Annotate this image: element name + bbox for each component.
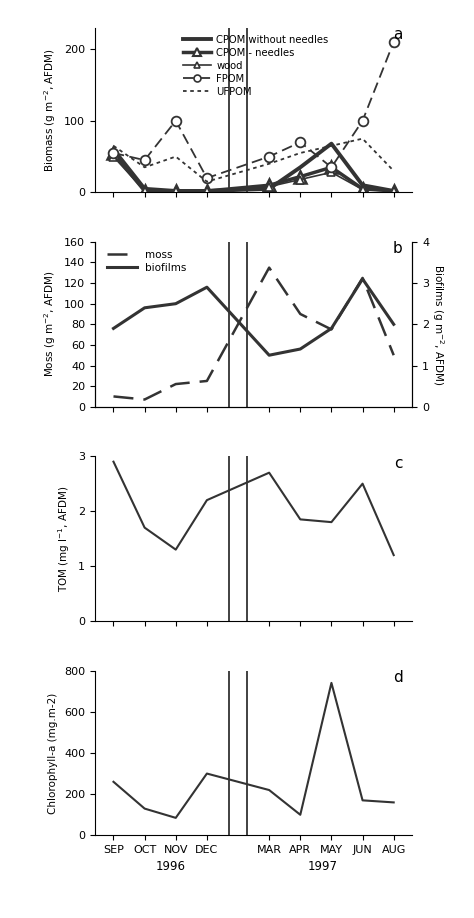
Y-axis label: TOM (mg l$^{-1}$, AFDM): TOM (mg l$^{-1}$, AFDM): [56, 486, 73, 592]
Y-axis label: Biomass (g m$^{-2}$, AFDM): Biomass (g m$^{-2}$, AFDM): [43, 48, 58, 172]
Text: b: b: [393, 241, 403, 256]
Text: a: a: [393, 27, 403, 42]
Text: c: c: [394, 455, 403, 471]
Text: 1996: 1996: [155, 860, 186, 873]
Y-axis label: Moss (g m$^{-2}$, AFDM): Moss (g m$^{-2}$, AFDM): [43, 271, 58, 377]
Text: 1997: 1997: [307, 860, 337, 873]
Legend: CPOM without needles, CPOM - needles, wood, FPOM, UFPOM: CPOM without needles, CPOM - needles, wo…: [179, 31, 332, 101]
Y-axis label: Biofilms (g m$^{-2}$, AFDM): Biofilms (g m$^{-2}$, AFDM): [430, 263, 446, 385]
Text: d: d: [393, 670, 403, 685]
Y-axis label: Chlorophyll-a (mg.m-2): Chlorophyll-a (mg.m-2): [48, 692, 58, 813]
Legend: moss, biofilms: moss, biofilms: [103, 245, 191, 277]
